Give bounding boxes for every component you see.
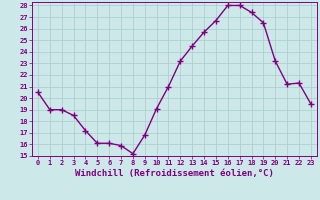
- X-axis label: Windchill (Refroidissement éolien,°C): Windchill (Refroidissement éolien,°C): [75, 169, 274, 178]
